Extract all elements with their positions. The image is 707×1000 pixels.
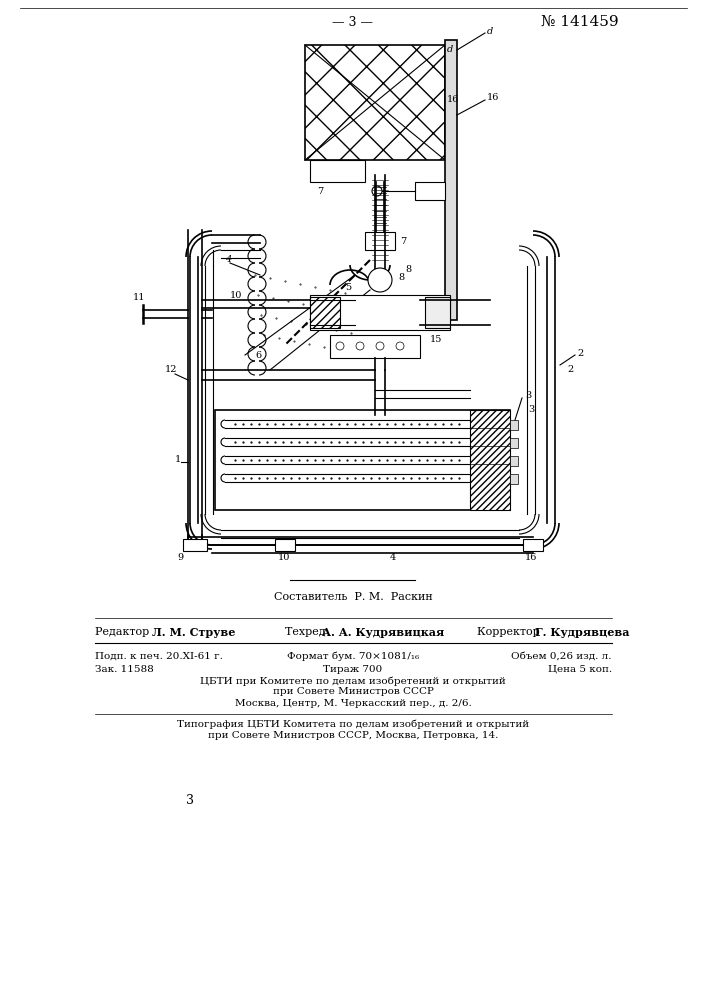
Text: 2: 2 [577,349,583,358]
Text: 11: 11 [133,292,146,302]
Bar [310,295,450,330]
Text: Корректор: Корректор [477,627,543,637]
Text: Зак. 11588: Зак. 11588 [95,664,153,674]
Bar [310,160,365,182]
Circle shape [368,268,392,292]
Text: 8: 8 [405,265,411,274]
Text: Москва, Центр, М. Черкасский пер., д. 2/6.: Москва, Центр, М. Черкасский пер., д. 2/… [235,698,472,708]
Text: при Совете Министров СССР: при Совете Министров СССР [273,688,433,696]
Circle shape [372,186,382,196]
Text: 3: 3 [528,406,534,414]
Bar [183,539,207,551]
Bar [305,45,445,160]
Text: 9: 9 [177,552,183,562]
Bar [510,438,518,448]
Bar [510,474,518,484]
Text: Л. М. Струве: Л. М. Струве [152,626,235,638]
Text: Техред: Техред [285,627,329,637]
Text: 16: 16 [487,94,499,103]
Text: Составитель  Р. М.  Раскин: Составитель Р. М. Раскин [274,592,433,602]
Text: 6: 6 [255,351,261,360]
Text: 4: 4 [390,552,396,562]
Text: 4: 4 [225,255,231,264]
Circle shape [356,342,364,350]
Bar [365,232,395,250]
Circle shape [336,342,344,350]
Text: 2: 2 [567,365,573,374]
Text: 1: 1 [175,456,181,464]
Text: 15: 15 [430,336,443,344]
Text: — 3 —: — 3 — [332,15,373,28]
Text: 3: 3 [525,390,531,399]
Circle shape [376,342,384,350]
Bar [510,456,518,466]
Bar [510,420,518,430]
Circle shape [396,342,404,350]
Text: № 141459: № 141459 [541,15,619,29]
Text: 8: 8 [398,273,404,282]
Text: Редактор: Редактор [95,627,153,637]
Bar [215,410,510,510]
Text: 10: 10 [278,552,291,562]
Bar [275,539,295,551]
Text: 7: 7 [317,186,323,196]
Text: Тираж 700: Тираж 700 [323,664,382,674]
Bar [470,410,510,510]
Text: Формат бум. 70×1081/₁₆: Формат бум. 70×1081/₁₆ [287,651,419,661]
Text: Г. Кудрявцева: Г. Кудрявцева [535,626,629,638]
Text: 3: 3 [186,794,194,806]
Bar [330,335,420,358]
Text: 10: 10 [230,290,243,300]
Text: 5: 5 [345,282,351,292]
Bar [425,297,450,328]
Bar [445,40,457,320]
Text: Подп. к печ. 20.XI-61 г.: Подп. к печ. 20.XI-61 г. [95,652,223,660]
Text: Цена 5 коп.: Цена 5 коп. [548,664,612,674]
Bar [310,297,340,328]
Text: 16: 16 [525,552,537,562]
Text: Типография ЦБТИ Комитета по делам изобретений и открытий: Типография ЦБТИ Комитета по делам изобре… [177,719,529,729]
Text: Объем 0,26 изд. л.: Объем 0,26 изд. л. [511,652,612,660]
Text: ЦБТИ при Комитете по делам изобретений и открытий: ЦБТИ при Комитете по делам изобретений и… [200,676,506,686]
Text: d: d [447,45,453,54]
Text: А. А. Кудрявицкая: А. А. Кудрявицкая [322,626,444,638]
Text: при Совете Министров СССР, Москва, Петровка, 14.: при Совете Министров СССР, Москва, Петро… [208,730,498,740]
Bar [523,539,543,551]
Bar [415,182,445,200]
Text: 12: 12 [165,365,177,374]
Text: 16: 16 [447,96,460,104]
Text: 7: 7 [400,236,407,245]
Text: d: d [487,26,493,35]
